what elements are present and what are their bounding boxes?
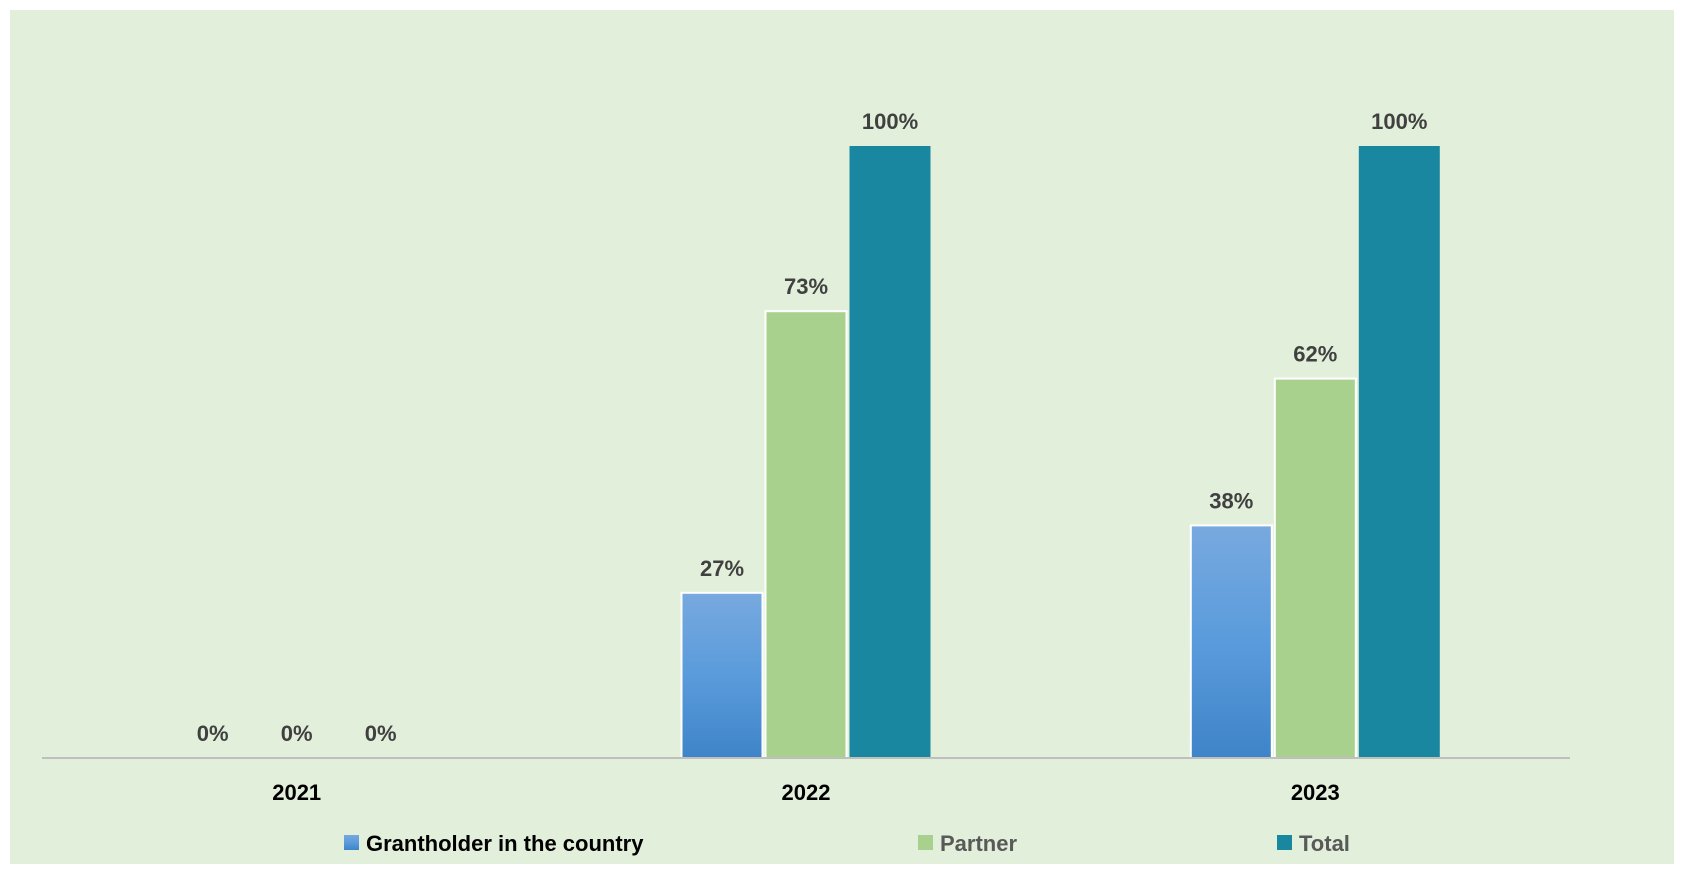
legend-label: Total: [1299, 831, 1350, 856]
data-label-grantholder-in-the-country-2023: 38%: [1209, 488, 1253, 513]
bar-partner-2023: [1273, 377, 1357, 759]
legend-item-total: Total: [1277, 831, 1350, 856]
chart-panel: 0% 0% 0%27%73%100%38%62%100% 2021 2022 2023 …: [10, 10, 1674, 864]
data-label-total-2021: 0%: [365, 721, 397, 746]
legend-label: Partner: [940, 831, 1017, 856]
legend-label: Grantholder in the country: [366, 831, 644, 856]
data-label-total-2023: 100%: [1371, 109, 1427, 134]
data-label-grantholder-in-the-country-2021: 0%: [197, 721, 229, 746]
data-label-total-2022: 100%: [862, 109, 918, 134]
legend-swatch: [1277, 835, 1292, 850]
bars-layer: [680, 146, 1440, 760]
x-tick-label-2021: 2021: [272, 780, 321, 805]
bar-grantholder-in-the-country-2023: [1189, 524, 1273, 760]
x-axis-tick-labels: 2021 2022 2023: [272, 780, 1340, 805]
legend-swatch: [344, 835, 359, 850]
bar-total-2023: [1358, 146, 1440, 758]
data-label-partner-2021: 0%: [281, 721, 313, 746]
legend: Grantholder in the country Partner Total: [344, 831, 1350, 856]
data-label-partner-2022: 73%: [784, 274, 828, 299]
legend-item-partner: Partner: [918, 831, 1017, 856]
bar-grantholder-in-the-country-2022: [680, 591, 764, 759]
data-labels-layer: 0% 0% 0% 27% 73% 100% 38% 62% 100%: [197, 109, 1428, 746]
x-tick-label-2023: 2023: [1291, 780, 1340, 805]
data-label-grantholder-in-the-country-2022: 27%: [700, 556, 744, 581]
legend-swatch: [918, 835, 933, 850]
bar-partner-2022: [764, 310, 848, 759]
legend-item-grantholder-in-the-country: Grantholder in the country: [344, 831, 644, 856]
bar-total-2022: [849, 146, 931, 758]
data-label-partner-2023: 62%: [1293, 342, 1337, 367]
x-tick-label-2022: 2022: [782, 780, 831, 805]
